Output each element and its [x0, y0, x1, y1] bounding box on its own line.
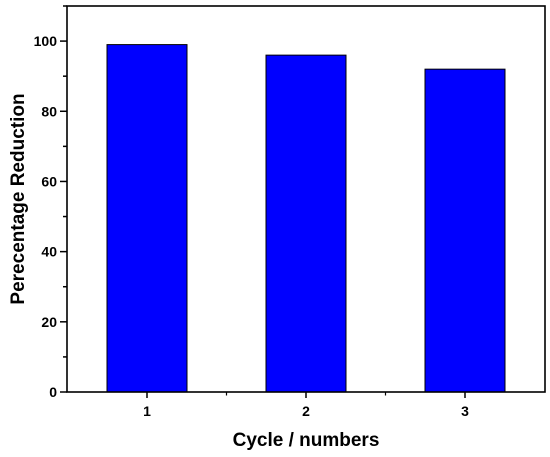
y-tick-label: 60 — [41, 173, 57, 189]
y-axis-ticks: 0 20 40 60 80 100 — [34, 5, 67, 400]
y-tick-label: 20 — [41, 314, 57, 330]
x-axis-title: Cycle / numbers — [233, 430, 380, 451]
y-tick-label: 100 — [34, 33, 58, 49]
y-tick-label: 40 — [41, 244, 57, 260]
bars-group — [106, 44, 506, 393]
bar-cycle-1 — [106, 44, 188, 393]
x-tick-label: 3 — [461, 403, 469, 419]
x-axis-ticks: 1 2 3 — [143, 392, 469, 419]
x-tick-label: 2 — [302, 403, 310, 419]
bar-cycle-2 — [265, 54, 347, 393]
x-tick-label: 1 — [143, 403, 151, 419]
y-axis-title: Perecentage Reduction — [8, 93, 29, 304]
bar-cycle-3 — [424, 68, 506, 393]
y-tick-label: 80 — [41, 103, 57, 119]
y-tick-label: 0 — [49, 384, 57, 400]
